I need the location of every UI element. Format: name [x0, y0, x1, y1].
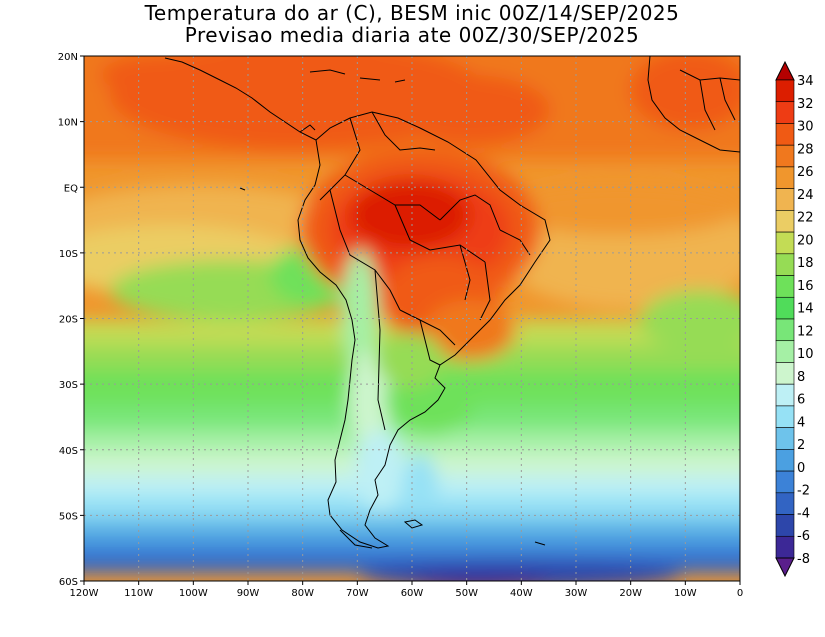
y-tick-label: 40S [59, 446, 78, 457]
colorbar-top-arrow [775, 60, 795, 81]
colorbar-segment [775, 188, 795, 211]
colorbar-label: -2 [797, 484, 810, 499]
colorbar-segment [775, 318, 795, 342]
x-tick-label: 50W [455, 588, 478, 599]
colorbar-label: -4 [797, 506, 810, 521]
colorbar-segment [775, 535, 795, 559]
x-tick-label: 80W [291, 588, 314, 599]
colorbar-label: 2 [797, 438, 805, 453]
x-tick-label: 60W [401, 588, 424, 599]
x-tick-label: 70W [346, 588, 369, 599]
colorbar-label: -6 [797, 529, 810, 544]
y-tick-label: 50S [59, 511, 78, 522]
x-tick-label: 30W [565, 588, 588, 599]
colorbar-bottom-arrow [775, 557, 795, 578]
colorbar-label: 30 [797, 120, 814, 135]
x-tick-label: 100W [179, 588, 208, 599]
colorbar-segment [775, 275, 795, 298]
colorbar-segment [775, 405, 795, 428]
y-tick-label: EQ [64, 183, 78, 194]
colorbar-label: 28 [797, 142, 814, 157]
x-axis-ticks: 120W 110W 100W 90W 80W 70W 60W 50W 40W 30W 20W 10W 0 [70, 581, 743, 599]
colorbar-segment [775, 144, 795, 168]
colorbar-segment [775, 166, 795, 189]
colorbar-segment [775, 210, 795, 233]
colorbar-segment [775, 362, 795, 385]
x-tick-label: 90W [237, 588, 260, 599]
colorbar-label: 14 [797, 302, 814, 317]
colorbar-label: 4 [797, 415, 805, 430]
y-tick-label: 10N [58, 118, 78, 129]
colorbar-label: 6 [797, 393, 805, 408]
colorbar-segment [775, 79, 795, 103]
colorbar-segment [775, 123, 795, 146]
colorbar-label: -8 [797, 552, 810, 567]
colorbar-segment [775, 231, 795, 255]
colorbar-label: 10 [797, 347, 814, 362]
colorbar-label: 22 [797, 211, 814, 226]
y-tick-label: 10S [59, 249, 78, 260]
map-title-line-1: Temperatura do ar (C), BESM inic 00Z/14/… [144, 1, 680, 25]
colorbar-segment [775, 514, 795, 537]
colorbar-segment [775, 427, 795, 450]
colorbar-label: 20 [797, 233, 814, 248]
colorbar-segment [775, 470, 795, 494]
colorbar-segment [775, 449, 795, 472]
colorbar-label: 18 [797, 256, 814, 271]
colorbar-label: 0 [797, 461, 805, 476]
y-tick-label: 20S [59, 315, 78, 326]
colorbar-label: 16 [797, 279, 814, 294]
x-tick-label: 120W [70, 588, 99, 599]
y-tick-label: 60S [59, 577, 78, 588]
x-tick-label: 10W [674, 588, 697, 599]
colorbar-label: 24 [797, 188, 814, 203]
coastlines [164, 56, 740, 549]
colorbar-label: 8 [797, 370, 805, 385]
y-axis-ticks: 20N 10N EQ 10S 20S 30S 40S 50S 60S [58, 52, 84, 588]
colorbar-label: 26 [797, 165, 814, 180]
graticule [84, 56, 740, 581]
colorbar-label: 12 [797, 324, 814, 339]
x-tick-label: 20W [619, 588, 642, 599]
colorbar-label: 34 [797, 74, 814, 89]
x-tick-label: 110W [124, 588, 153, 599]
y-tick-label: 30S [59, 380, 78, 391]
temperature-field [84, 56, 740, 581]
colorbar-segment [775, 492, 795, 515]
colorbar-segment [775, 253, 795, 276]
colorbar-label: 32 [797, 97, 814, 112]
x-tick-label: 0 [737, 588, 743, 599]
x-tick-label: 40W [510, 588, 533, 599]
colorbar-segment [775, 296, 795, 320]
y-tick-label: 20N [58, 52, 78, 63]
colorbar-segment [775, 340, 795, 363]
colorbar-segment [775, 101, 795, 124]
colorbar-segment [775, 383, 795, 407]
map-title-line-2: Previsao media diaria ate 00Z/30/SEP/202… [184, 23, 640, 47]
